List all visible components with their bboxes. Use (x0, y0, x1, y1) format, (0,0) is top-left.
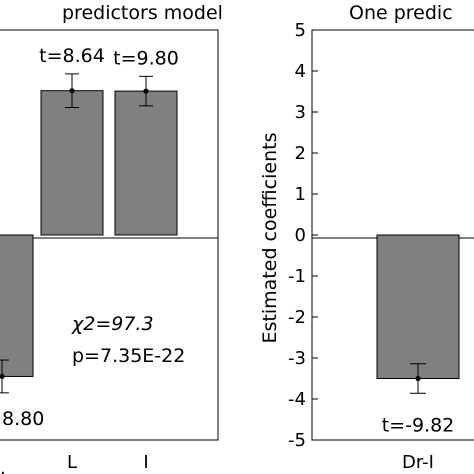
left-bar-1 (40, 90, 104, 236)
right-bar-label-0: t=-9.82 (382, 414, 455, 436)
left-bars-group: 8.80 t=8.64 t=9.80 (0, 45, 179, 430)
right-y-tick-label-7: -2 (288, 307, 306, 328)
left-bar-2 (114, 90, 178, 236)
right-y-axis-label: Estimated coefficients (259, 133, 281, 344)
right-x-tick-labels: Dr-I (402, 452, 434, 473)
right-chart-panel: One predic Estimated coefficients 5 4 3 2 1 0… (259, 2, 474, 473)
right-y-tick-label-2: 3 (295, 102, 306, 123)
right-y-axis-ticks: 5 4 3 2 1 0 -1 -2 -3 -4 -5 (288, 20, 318, 451)
left-x-tick-0: L (67, 452, 77, 473)
left-bar-label-1: t=8.64 (39, 45, 105, 67)
left-point-0 (0, 373, 5, 380)
right-y-tick-label-3: 2 (295, 143, 306, 164)
right-y-tick-label-5: 0 (295, 225, 306, 246)
right-y-tick-label-8: -3 (288, 348, 306, 369)
left-bar-label-2: t=9.80 (113, 47, 179, 69)
left-point-2 (143, 88, 149, 94)
left-p-annotation: p=7.35E-22 (72, 345, 185, 367)
right-x-tick-0: Dr-I (402, 452, 434, 473)
right-y-tick-label-4: 1 (295, 184, 306, 205)
left-chart-title: predictors model (62, 2, 223, 24)
left-x-tick-1: I (143, 452, 148, 473)
left-edge-fragment-label: . (0, 458, 6, 474)
right-y-tick-label-6: -1 (288, 266, 306, 287)
left-chi-annotation: χ2=97.3 (71, 313, 154, 335)
right-y-tick-label-9: -4 (288, 389, 306, 410)
right-point-0 (415, 375, 421, 382)
right-bar-0 (376, 234, 460, 379)
right-bars-group: t=-9.82 (376, 234, 460, 436)
left-bar-0 (0, 234, 34, 377)
right-y-tick-label-10: -5 (288, 430, 306, 451)
right-y-tick-label-1: 4 (295, 61, 306, 82)
right-chart-title: One predic (349, 2, 453, 24)
left-plot-frame (0, 29, 219, 441)
left-bar-label-0: 8.80 (2, 408, 44, 430)
right-y-tick-label-0: 5 (295, 20, 306, 41)
left-point-1 (69, 88, 75, 94)
